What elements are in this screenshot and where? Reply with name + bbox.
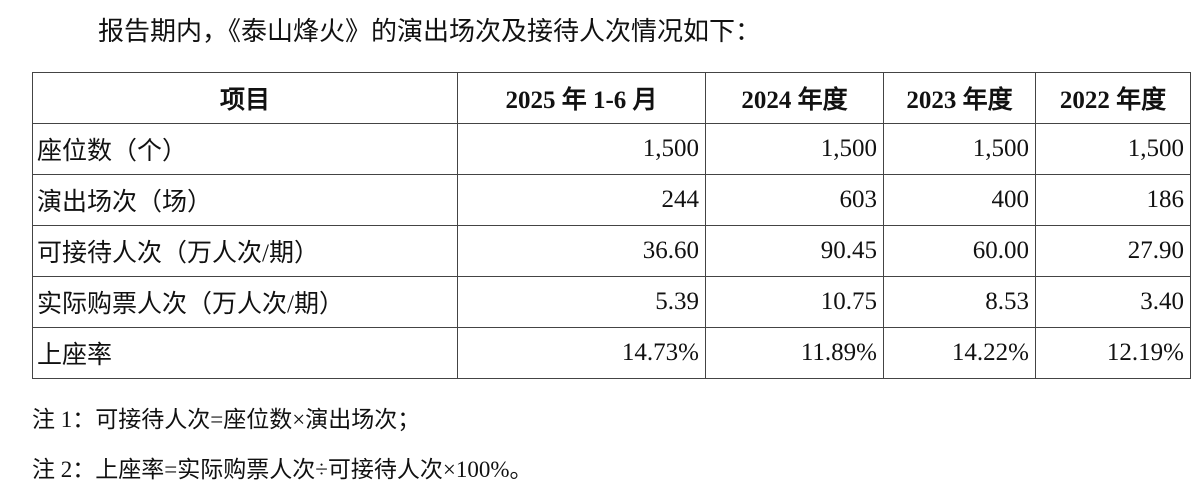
cell: 186 <box>1035 174 1191 226</box>
note: 注 1：可接待人次=座位数×演出场次； <box>32 407 421 432</box>
cell: 400 <box>883 174 1036 226</box>
table-row: 座位数（个） 1,500 1,500 1,500 1,500 <box>32 123 1191 175</box>
cell: 1,500 <box>883 123 1036 175</box>
header-cell: 2024 年度 <box>705 72 884 124</box>
cell: 60.00 <box>883 225 1036 277</box>
cell: 5.39 <box>457 276 706 328</box>
cell: 36.60 <box>457 225 706 277</box>
header-cell: 2022 年度 <box>1035 72 1191 124</box>
row-label: 可接待人次（万人次/期） <box>32 225 458 277</box>
table-row: 演出场次（场） 244 603 400 186 <box>32 174 1191 226</box>
header-cell: 2025 年 1-6 月 <box>457 72 706 124</box>
cell: 90.45 <box>705 225 884 277</box>
cell: 10.75 <box>705 276 884 328</box>
cell: 14.73% <box>457 327 706 379</box>
header-cell: 项目 <box>32 72 458 124</box>
cell: 1,500 <box>1035 123 1191 175</box>
header-cell: 2023 年度 <box>883 72 1036 124</box>
table-row: 上座率 14.73% 11.89% 14.22% 12.19% <box>32 327 1191 379</box>
cell: 603 <box>705 174 884 226</box>
table-row: 实际购票人次（万人次/期） 5.39 10.75 8.53 3.40 <box>32 276 1191 328</box>
cell: 27.90 <box>1035 225 1191 277</box>
cell: 1,500 <box>705 123 884 175</box>
cell: 14.22% <box>883 327 1036 379</box>
cell: 11.89% <box>705 327 884 379</box>
note: 注 2：上座率=实际购票人次÷可接待人次×100%。 <box>32 457 533 482</box>
cell: 12.19% <box>1035 327 1191 379</box>
header-row: 项目 2025 年 1-6 月 2024 年度 2023 年度 2022 年度 <box>32 72 1191 124</box>
cell: 3.40 <box>1035 276 1191 328</box>
intro: 报告期内，《泰山烽火》的演出场次及接待人次情况如下： <box>98 17 762 46</box>
table-row: 可接待人次（万人次/期） 36.60 90.45 60.00 27.90 <box>32 225 1191 277</box>
data-table: 项目 2025 年 1-6 月 2024 年度 2023 年度 2022 年度 座位数（个… <box>32 72 1191 379</box>
cell: 1,500 <box>457 123 706 175</box>
cell: 244 <box>457 174 706 226</box>
row-label: 上座率 <box>32 327 458 379</box>
row-label: 实际购票人次（万人次/期） <box>32 276 458 328</box>
cell: 8.53 <box>883 276 1036 328</box>
row-label: 座位数（个） <box>32 123 458 175</box>
row-label: 演出场次（场） <box>32 174 458 226</box>
